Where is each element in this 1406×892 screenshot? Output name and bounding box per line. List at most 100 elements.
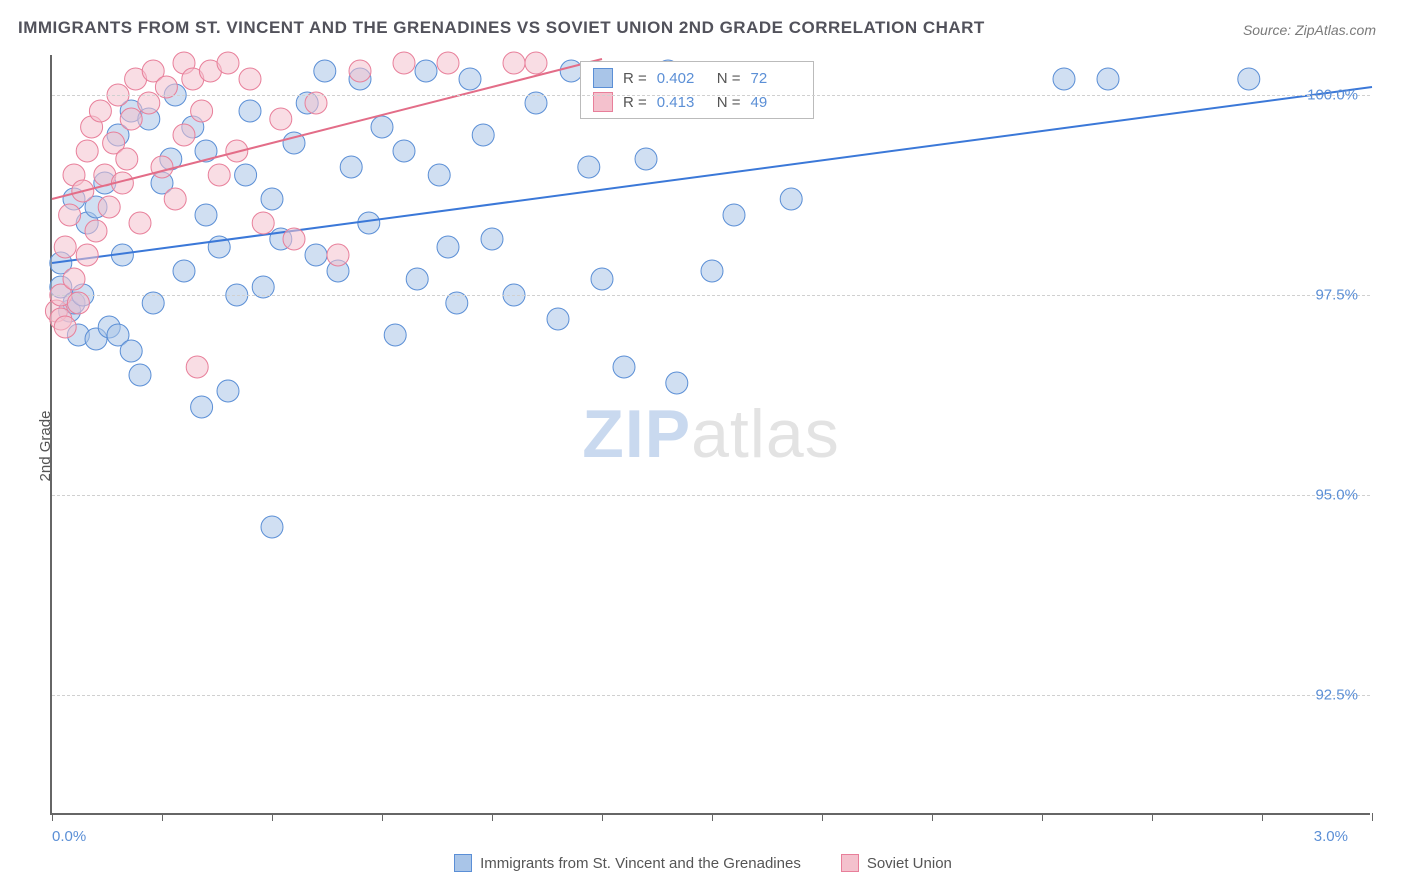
scatter-point-stvincent (578, 156, 600, 178)
scatter-point-stvincent (191, 396, 213, 418)
scatter-point-soviet (85, 220, 107, 242)
scatter-point-stvincent (393, 140, 415, 162)
scatter-point-soviet (186, 356, 208, 378)
legend-swatch (454, 854, 472, 872)
gridline (52, 295, 1370, 296)
scatter-point-soviet (503, 52, 525, 74)
scatter-point-stvincent (437, 236, 459, 258)
scatter-point-stvincent (481, 228, 503, 250)
scatter-point-soviet (173, 124, 195, 146)
x-tick (1262, 813, 1263, 821)
legend-item-soviet: Soviet Union (841, 854, 952, 872)
scatter-point-soviet (270, 108, 292, 130)
scatter-point-stvincent (666, 372, 688, 394)
scatter-point-soviet (217, 52, 239, 74)
scatter-point-stvincent (358, 212, 380, 234)
scatter-point-stvincent (195, 204, 217, 226)
scatter-point-soviet (54, 316, 76, 338)
scatter-point-soviet (208, 164, 230, 186)
scatter-point-stvincent (560, 60, 582, 82)
stat-label-n: N = (717, 94, 741, 111)
y-tick-label: 97.5% (1315, 287, 1358, 304)
scatter-point-soviet (437, 52, 459, 74)
scatter-point-stvincent (459, 68, 481, 90)
scatter-point-soviet (63, 268, 85, 290)
stat-label-n: N = (717, 70, 741, 87)
scatter-point-stvincent (371, 116, 393, 138)
scatter-point-stvincent (305, 244, 327, 266)
scatter-point-stvincent (472, 124, 494, 146)
scatter-point-stvincent (217, 380, 239, 402)
scatter-point-stvincent (1053, 68, 1075, 90)
scatter-point-soviet (349, 60, 371, 82)
scatter-point-soviet (239, 68, 261, 90)
y-tick-label: 95.0% (1315, 487, 1358, 504)
scatter-point-soviet (116, 148, 138, 170)
scatter-point-stvincent (384, 324, 406, 346)
stat-label-r: R = (623, 94, 647, 111)
scatter-point-stvincent (120, 340, 142, 362)
plot-area: ZIPatlas R =0.402N =72R =0.413N =49 0.0%… (50, 55, 1370, 815)
scatter-point-stvincent (1097, 68, 1119, 90)
legend-label: Immigrants from St. Vincent and the Gren… (480, 855, 801, 872)
source-attribution: Source: ZipAtlas.com (1243, 22, 1376, 38)
scatter-point-stvincent (235, 164, 257, 186)
bottom-legend: Immigrants from St. Vincent and the Gren… (0, 854, 1406, 872)
scatter-point-soviet (393, 52, 415, 74)
chart-svg (52, 55, 1370, 813)
stat-value-r: 0.413 (657, 94, 707, 111)
x-tick (52, 813, 53, 821)
x-tick (162, 813, 163, 821)
x-tick (1152, 813, 1153, 821)
scatter-point-stvincent (239, 100, 261, 122)
legend-swatch (593, 68, 613, 88)
x-tick (602, 813, 603, 821)
x-tick (382, 813, 383, 821)
scatter-point-soviet (120, 108, 142, 130)
scatter-point-stvincent (547, 308, 569, 330)
stats-row-soviet: R = 0.413 N = 49 (581, 90, 813, 114)
legend-item-stvincent: Immigrants from St. Vincent and the Gren… (454, 854, 801, 872)
scatter-point-stvincent (129, 364, 151, 386)
scatter-point-soviet (129, 212, 151, 234)
stats-row-stvincent: R =0.402N =72 (581, 66, 813, 90)
scatter-point-stvincent (780, 188, 802, 210)
stat-value-r: 0.402 (657, 70, 707, 87)
chart-title: IMMIGRANTS FROM ST. VINCENT AND THE GREN… (18, 18, 985, 38)
scatter-point-stvincent (591, 268, 613, 290)
scatter-point-soviet (98, 196, 120, 218)
x-tick (822, 813, 823, 821)
gridline (52, 95, 1370, 96)
scatter-point-soviet (54, 236, 76, 258)
legend-label: Soviet Union (867, 855, 952, 872)
scatter-point-soviet (76, 140, 98, 162)
scatter-point-soviet (283, 228, 305, 250)
scatter-point-soviet (151, 156, 173, 178)
scatter-point-stvincent (340, 156, 362, 178)
scatter-point-soviet (525, 52, 547, 74)
gridline (52, 695, 1370, 696)
scatter-point-soviet (164, 188, 186, 210)
scatter-point-stvincent (314, 60, 336, 82)
y-tick-label: 100.0% (1307, 87, 1358, 104)
scatter-point-soviet (89, 100, 111, 122)
scatter-point-soviet (252, 212, 274, 234)
correlation-stats-box: R = 0.402 N = 72 R = 0.413 N = 49 (580, 61, 814, 119)
x-tick (932, 813, 933, 821)
scatter-point-soviet (76, 244, 98, 266)
x-tick (1042, 813, 1043, 821)
scatter-point-soviet (191, 100, 213, 122)
stat-value-n: 72 (751, 70, 801, 87)
x-tick (492, 813, 493, 821)
x-axis-max-label: 3.0% (1314, 828, 1348, 845)
legend-swatch (841, 854, 859, 872)
scatter-point-stvincent (406, 268, 428, 290)
scatter-point-stvincent (428, 164, 450, 186)
x-axis-min-label: 0.0% (52, 828, 86, 845)
scatter-point-stvincent (613, 356, 635, 378)
stat-value-n: 49 (751, 94, 801, 111)
scatter-point-stvincent (635, 148, 657, 170)
scatter-point-stvincent (261, 516, 283, 538)
x-tick (272, 813, 273, 821)
x-tick (1372, 813, 1373, 821)
